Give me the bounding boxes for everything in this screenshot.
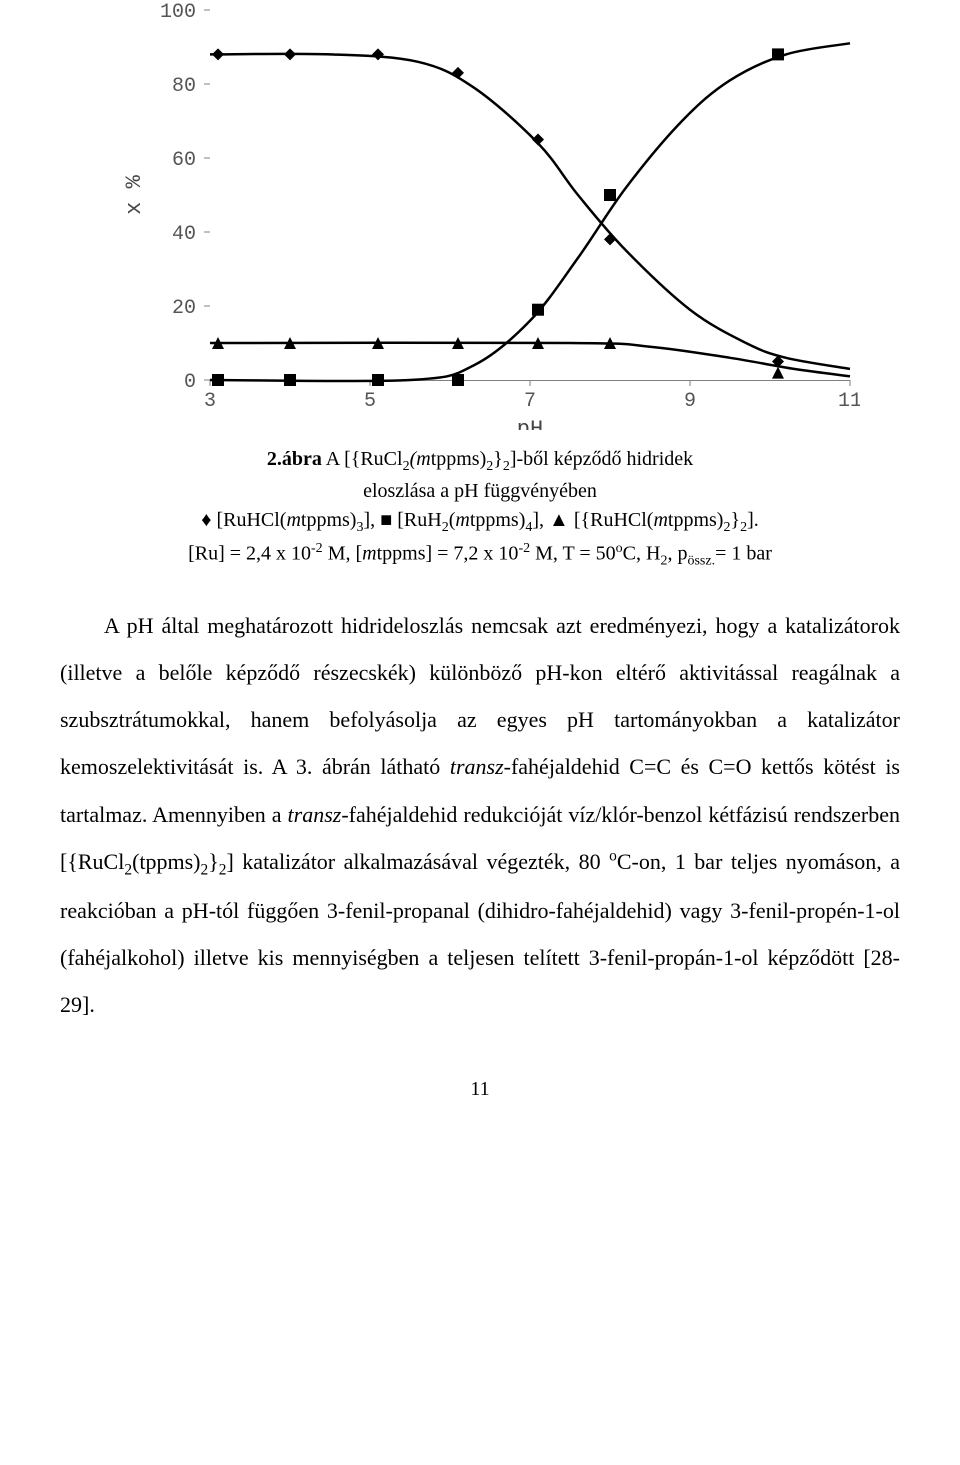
- svg-text:9: 9: [684, 390, 696, 413]
- body-paragraph: A pH által meghatározott hidrideloszlás …: [60, 602, 900, 1029]
- svg-text:40: 40: [172, 223, 196, 246]
- page-number: 11: [60, 1078, 900, 1101]
- figure-caption: 2.ábra A [{RuCl2(mtppms)2}2]-ből képződő…: [70, 445, 890, 572]
- svg-text:20: 20: [172, 297, 196, 320]
- svg-text:3: 3: [204, 390, 216, 413]
- fig-num: 2.ábra: [267, 448, 322, 470]
- svg-text:5: 5: [364, 390, 376, 413]
- svg-text:0: 0: [184, 371, 196, 394]
- svg-text:x %: x %: [122, 174, 147, 214]
- square-icon: ■: [380, 509, 392, 531]
- diamond-icon: ♦: [201, 509, 211, 531]
- svg-text:pH: pH: [517, 417, 543, 430]
- svg-text:11: 11: [838, 390, 860, 413]
- triangle-icon: ▲: [549, 509, 569, 531]
- svg-text:7: 7: [524, 390, 536, 413]
- distribution-chart: 3 5 7 9 11 0 20 40 60 80 100 pH x %: [100, 0, 860, 430]
- chart-container: 3 5 7 9 11 0 20 40 60 80 100 pH x %: [100, 0, 860, 435]
- svg-text:100: 100: [160, 1, 196, 24]
- svg-text:80: 80: [172, 75, 196, 98]
- svg-text:60: 60: [172, 149, 196, 172]
